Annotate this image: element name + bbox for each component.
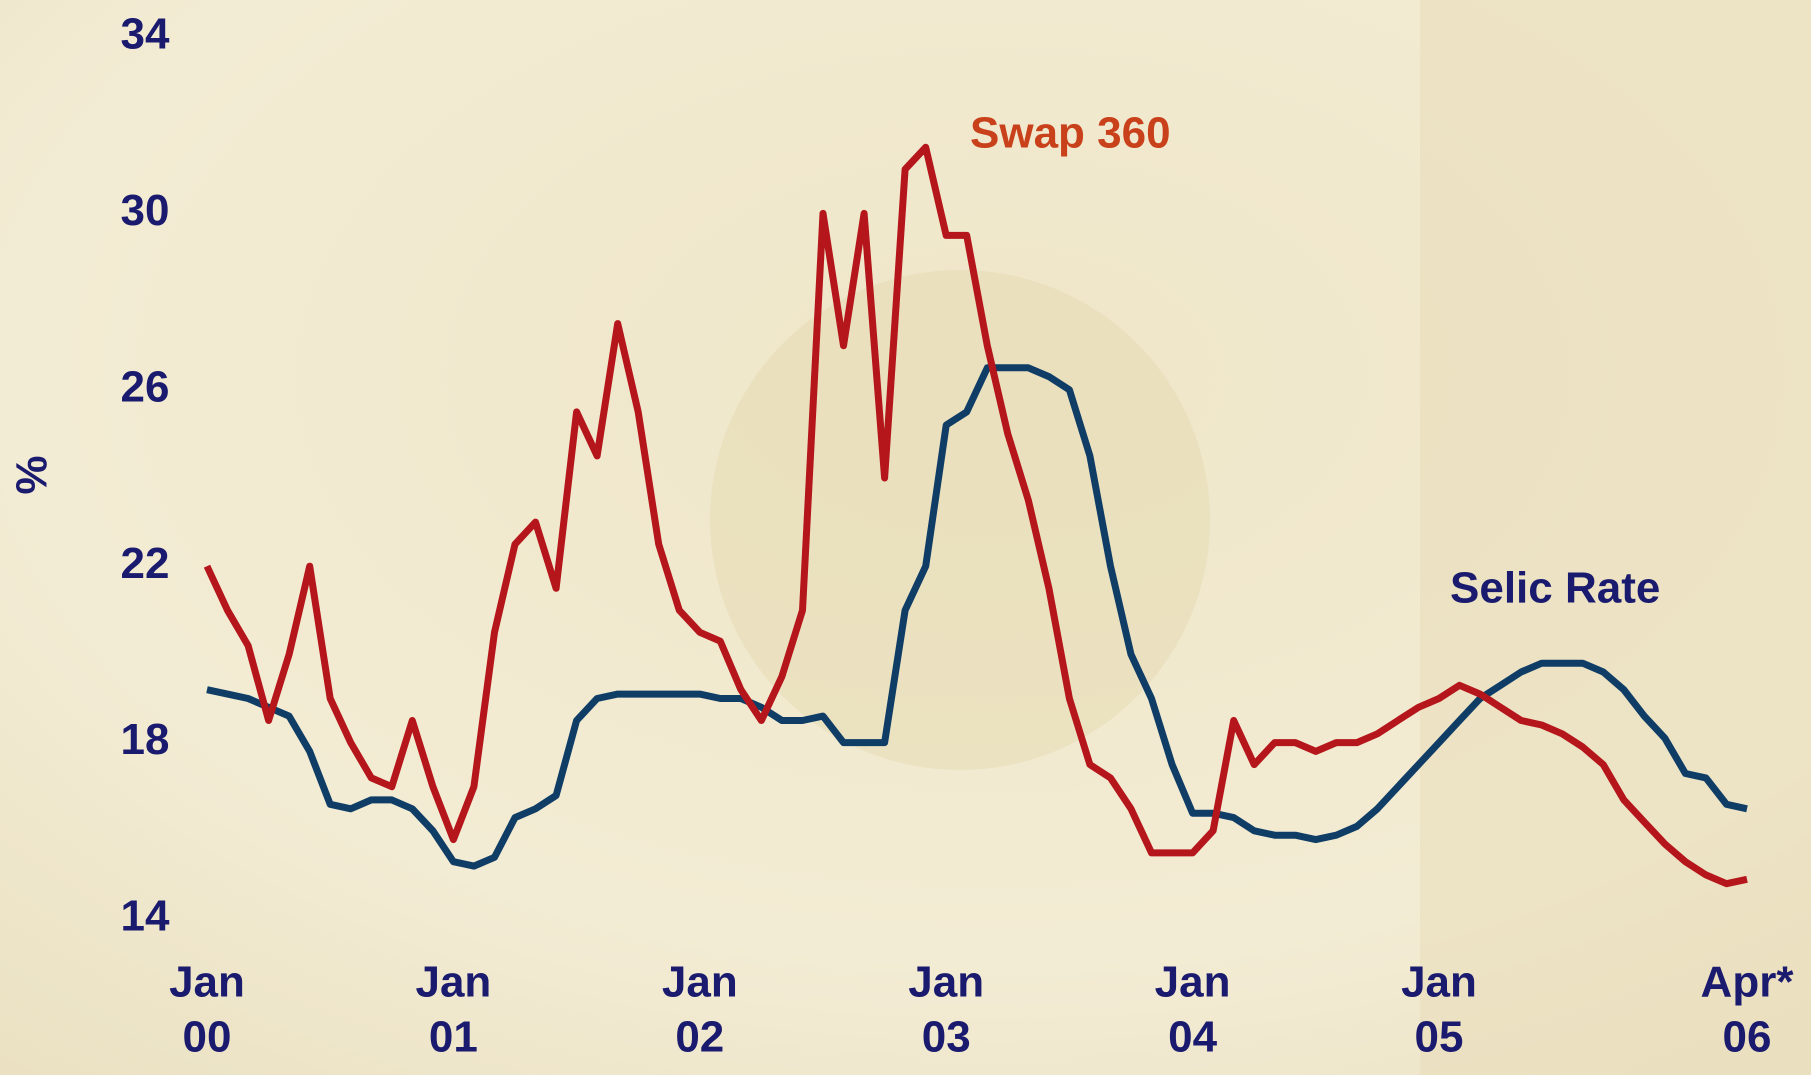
x-tick-label: 02 xyxy=(675,1013,724,1062)
x-tick-label: Jan xyxy=(908,958,984,1007)
x-tick-label: 04 xyxy=(1168,1013,1217,1062)
y-tick-label: 30 xyxy=(121,186,170,235)
series-label: Selic Rate xyxy=(1450,564,1660,613)
x-tick-label: 06 xyxy=(1723,1013,1772,1062)
x-tick-label: Jan xyxy=(169,958,245,1007)
background-seal xyxy=(710,270,1210,770)
x-tick-label: Jan xyxy=(1155,958,1231,1007)
x-tick-label: 00 xyxy=(183,1013,232,1062)
x-tick-label: 03 xyxy=(922,1013,971,1062)
x-tick-label: 01 xyxy=(429,1013,478,1062)
y-tick-label: 34 xyxy=(121,10,170,59)
x-tick-label: 05 xyxy=(1415,1013,1464,1062)
page: % 14 18 22 26 30 34 Jan 00 Jan 01 Jan 02 Jan 03 Jan 04 J… xyxy=(0,0,1811,1075)
y-axis-label: % xyxy=(6,455,55,494)
background-band xyxy=(1420,0,1811,1075)
x-tick-label: Jan xyxy=(662,958,738,1007)
chart: % 14 18 22 26 30 34 Jan 00 Jan 01 Jan 02 Jan 03 Jan 04 J… xyxy=(0,0,1811,1075)
series-label: Swap 360 xyxy=(970,109,1171,158)
y-tick-label: 14 xyxy=(121,892,170,941)
y-tick-label: 22 xyxy=(121,539,170,588)
x-tick-label: Jan xyxy=(415,958,491,1007)
x-tick-label: Jan xyxy=(1401,958,1477,1007)
x-tick-label: Apr* xyxy=(1701,958,1795,1007)
y-tick-label: 26 xyxy=(121,362,170,411)
y-tick-label: 18 xyxy=(121,715,170,764)
